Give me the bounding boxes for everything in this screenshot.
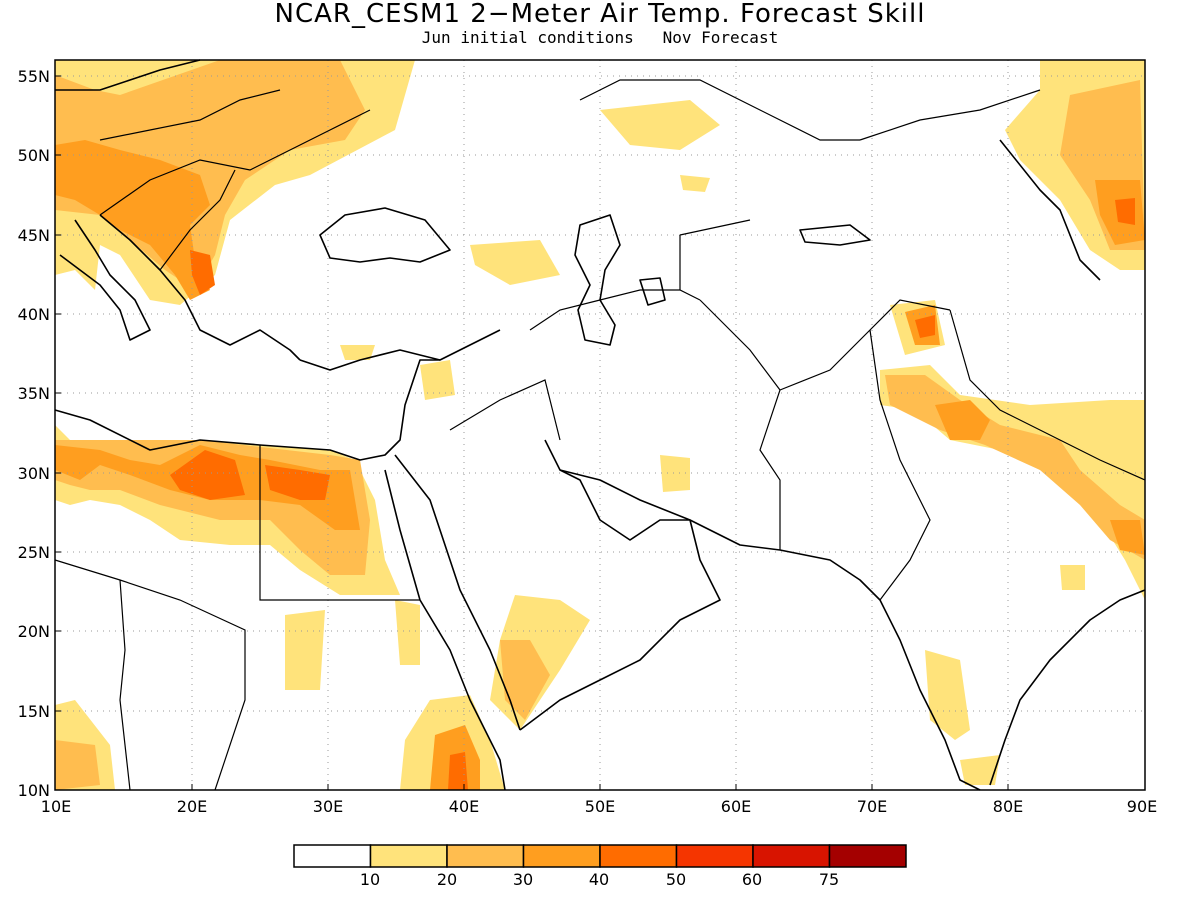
india-west-coast xyxy=(779,549,981,791)
shade-sudan-10 xyxy=(285,600,420,690)
lon-tick-80e: 80E xyxy=(993,797,1023,816)
shade-sindia-10 xyxy=(925,650,1000,785)
shade-kashmir-50 xyxy=(915,315,935,338)
shade-iraq-10 xyxy=(660,455,690,492)
lon-tick-40e: 40E xyxy=(449,797,479,816)
lon-tick-30e: 30E xyxy=(313,797,343,816)
lon-tick-50e: 50E xyxy=(585,797,615,816)
shade-odisha-10 xyxy=(1060,565,1085,590)
shade-turkey-10 xyxy=(470,240,560,285)
colorbar-bin-3 xyxy=(522,844,601,868)
lon-tick-60e: 60E xyxy=(721,797,751,816)
lat-tick-15n: 15N xyxy=(18,702,50,721)
colorbar-label-50: 50 xyxy=(666,870,686,889)
chart-title: NCAR_CESM1 2−Meter Air Temp. Forecast Sk… xyxy=(274,0,926,29)
colorbar-boxes xyxy=(293,844,907,868)
persian-gulf xyxy=(559,469,781,551)
shade-fareast-50 xyxy=(1115,198,1135,225)
lon-tick-70e: 70E xyxy=(857,797,887,816)
lake-balkhash xyxy=(799,224,871,246)
colorbar-bin-6 xyxy=(752,844,831,868)
arabia-coast xyxy=(519,439,721,731)
colorbar-bin-2 xyxy=(446,844,525,868)
red-sea-east xyxy=(394,454,521,731)
colorbar-label-75: 75 xyxy=(819,870,839,889)
aral-sea-coast xyxy=(639,277,666,306)
india-east-coast xyxy=(989,589,1146,786)
balkans-coast xyxy=(99,214,301,361)
country-borders xyxy=(54,79,1146,791)
colorbar-label-60: 60 xyxy=(742,870,762,889)
lon-tick-90e: 90E xyxy=(1127,797,1157,816)
lat-tick-20n: 20N xyxy=(18,622,50,641)
lon-tick-20e: 20E xyxy=(177,797,207,816)
colorbar-bin-1 xyxy=(369,844,448,868)
subtitle-initial-conditions: Jun initial conditions xyxy=(421,28,634,47)
lat-axis: 10N 15N 20N 25N 30N 35N 40N 45N 50N 55N xyxy=(18,67,61,800)
shade-serbia-40 xyxy=(190,250,215,295)
colorbar-bin-4 xyxy=(599,844,678,868)
red-sea-west xyxy=(384,469,506,791)
baltic-coast xyxy=(55,59,201,91)
chart-subtitle: Jun initial conditions Nov Forecast xyxy=(0,29,1200,47)
lat-tick-35n: 35N xyxy=(18,384,50,403)
lat-tick-45n: 45N xyxy=(18,226,50,245)
black-sea-coast xyxy=(319,207,451,263)
caspian-sea-coast xyxy=(574,214,621,346)
colorbar-label-30: 30 xyxy=(513,870,533,889)
shade-kazakh-10 xyxy=(600,100,720,192)
shade-yemen-20 xyxy=(500,640,550,720)
colorbar-bin-7 xyxy=(828,844,907,868)
colorbar-bin-5 xyxy=(675,844,754,868)
turkey-coast xyxy=(299,329,501,371)
shade-nafrica-40 xyxy=(170,450,330,500)
shade-levant-10 xyxy=(420,360,455,400)
colorbar: 10 20 30 40 50 60 75 xyxy=(293,844,907,889)
lat-tick-40n: 40N xyxy=(18,305,50,324)
lat-tick-55n: 55N xyxy=(18,67,50,86)
shade-caspian-10 xyxy=(340,345,375,360)
lon-tick-10e: 10E xyxy=(41,797,71,816)
colorbar-label-10: 10 xyxy=(360,870,380,889)
shade-ethiopia-50 xyxy=(448,752,468,790)
coastlines xyxy=(54,59,1146,791)
lat-tick-25n: 25N xyxy=(18,543,50,562)
lat-tick-10n: 10N xyxy=(18,781,50,800)
colorbar-bin-0 xyxy=(293,844,372,868)
skill-shading xyxy=(55,60,1145,790)
italy-coast xyxy=(59,219,151,341)
subtitle-forecast-month: Nov Forecast xyxy=(662,28,779,47)
shade-westafrica-20 xyxy=(55,740,100,790)
east-coast-siberia xyxy=(999,139,1101,281)
lat-tick-30n: 30N xyxy=(18,464,50,483)
lat-tick-50n: 50N xyxy=(18,146,50,165)
shade-europe-30 xyxy=(55,140,210,300)
north-africa-coast xyxy=(54,359,440,461)
shade-sasia-30 xyxy=(935,400,1145,555)
colorbar-label-40: 40 xyxy=(589,870,609,889)
lon-axis: 10E 20E 30E 40E 50E 60E 70E 80E 90E xyxy=(41,784,1157,816)
colorbar-label-20: 20 xyxy=(437,870,457,889)
